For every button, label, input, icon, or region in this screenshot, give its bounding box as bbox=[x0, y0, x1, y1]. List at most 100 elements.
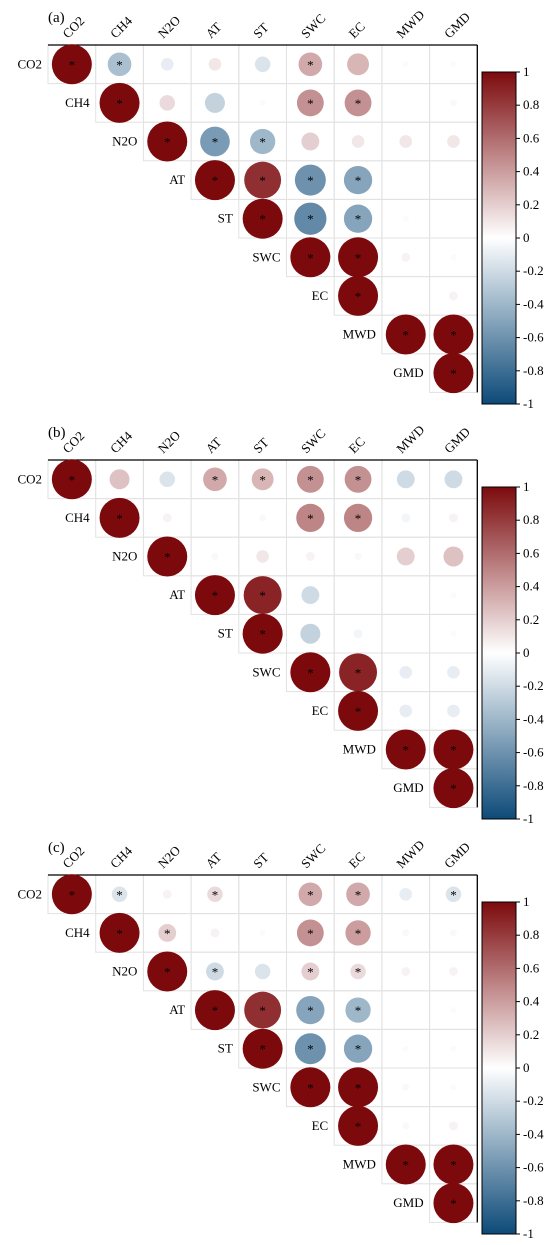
colorbar bbox=[481, 486, 517, 820]
correlation-circle bbox=[353, 629, 363, 639]
grid-cell bbox=[238, 874, 288, 915]
correlation-circle bbox=[294, 202, 327, 235]
significance-star: * bbox=[212, 1003, 219, 1018]
column-label: GMD bbox=[441, 424, 473, 456]
correlation-circle bbox=[338, 237, 379, 278]
correlation-circle bbox=[402, 929, 410, 937]
significance-star: * bbox=[69, 57, 76, 72]
colorbar-tick-label: -0.8 bbox=[523, 363, 544, 378]
colorbar-tick-label: -0.6 bbox=[523, 1160, 544, 1175]
column-label: MWD bbox=[393, 7, 427, 41]
significance-star: * bbox=[69, 887, 76, 902]
correlation-circle bbox=[242, 198, 283, 239]
correlation-circle bbox=[449, 99, 457, 107]
correlation-circle bbox=[254, 56, 271, 73]
significance-star: * bbox=[355, 926, 362, 941]
column-label: SWC bbox=[298, 11, 329, 42]
significance-star: * bbox=[355, 511, 362, 526]
correlation-circle bbox=[294, 1033, 326, 1065]
colorbar-tick-label: 0 bbox=[523, 645, 530, 660]
colorbar-tick-label: -1 bbox=[523, 1226, 534, 1241]
correlation-circle bbox=[203, 467, 227, 492]
correlation-circle bbox=[338, 275, 379, 316]
significance-star: * bbox=[164, 926, 171, 941]
colorbar-tick-label: -0.8 bbox=[523, 1193, 544, 1208]
correlation-circle bbox=[396, 470, 415, 489]
significance-star: * bbox=[164, 965, 171, 980]
correlation-circle bbox=[433, 314, 474, 355]
colorbar-tick-label: 1 bbox=[523, 894, 530, 909]
significance-star: * bbox=[307, 665, 314, 680]
correlation-circle bbox=[343, 503, 373, 533]
correlation-panel-2: (b)CO2 CH4 N2O AT ST SWC EC MWD GMDCO2CH4N2OATST… bbox=[17, 422, 544, 826]
row-label: EC bbox=[312, 288, 329, 303]
row-label: CH4 bbox=[65, 95, 90, 110]
significance-star: * bbox=[69, 472, 76, 487]
row-label: GMD bbox=[393, 365, 423, 380]
colorbar-tick-label: 1 bbox=[523, 64, 530, 79]
colorbar-tick-label: 0.4 bbox=[523, 164, 540, 179]
significance-star: * bbox=[259, 135, 266, 150]
significance-star: * bbox=[212, 965, 219, 980]
correlation-circle bbox=[147, 536, 188, 577]
correlation-circle bbox=[345, 920, 371, 946]
correlation-circle bbox=[344, 89, 372, 117]
colorbar-tick-label: -0.4 bbox=[523, 296, 544, 311]
row-label: CO2 bbox=[17, 886, 42, 901]
correlation-circle bbox=[296, 995, 325, 1025]
colorbar-tick-label: 0.8 bbox=[523, 927, 539, 942]
column-label: MWD bbox=[393, 837, 427, 871]
correlation-circle bbox=[433, 353, 474, 394]
column-label: AT bbox=[202, 19, 224, 41]
significance-star: * bbox=[116, 926, 123, 941]
colorbar-tick-label: 0 bbox=[523, 230, 530, 245]
correlation-circle bbox=[450, 61, 457, 68]
correlation-circle bbox=[344, 465, 372, 493]
significance-star: * bbox=[307, 250, 314, 265]
correlation-circle bbox=[194, 575, 235, 616]
significance-star: * bbox=[259, 1003, 266, 1018]
row-label: N2O bbox=[112, 134, 137, 149]
correlation-circle bbox=[445, 886, 462, 903]
significance-star: * bbox=[450, 781, 457, 796]
correlation-circle bbox=[338, 1067, 379, 1108]
colorbar-tick-label: -0.4 bbox=[523, 1126, 544, 1141]
column-label: GMD bbox=[441, 839, 473, 871]
row-label: GMD bbox=[393, 1195, 423, 1210]
significance-star: * bbox=[403, 328, 410, 343]
correlation-circle bbox=[296, 89, 324, 117]
correlation-circle bbox=[256, 550, 269, 563]
correlation-circle bbox=[385, 314, 426, 355]
correlation-circle bbox=[298, 52, 323, 77]
correlation-circle bbox=[396, 547, 415, 566]
correlation-circle bbox=[301, 962, 320, 981]
correlation-circle bbox=[259, 99, 266, 106]
correlation-circle bbox=[210, 928, 220, 938]
correlation-circle bbox=[208, 57, 222, 71]
colorbar-tick-label: -0.6 bbox=[523, 330, 544, 345]
correlation-circle bbox=[399, 665, 413, 679]
correlation-circle bbox=[338, 690, 379, 731]
correlation-circle bbox=[305, 552, 315, 561]
significance-star: * bbox=[116, 57, 123, 72]
correlation-circle bbox=[343, 165, 373, 195]
significance-star: * bbox=[212, 588, 219, 603]
correlation-circle bbox=[158, 923, 177, 942]
correlation-circle bbox=[343, 204, 373, 233]
significance-star: * bbox=[307, 1003, 314, 1018]
correlation-circle bbox=[402, 1083, 410, 1091]
colorbar-tick-label: 0.2 bbox=[523, 1027, 539, 1042]
significance-star: * bbox=[355, 1080, 362, 1095]
correlation-circle bbox=[294, 164, 326, 196]
correlation-circle bbox=[200, 126, 230, 157]
grid-cell bbox=[381, 575, 431, 615]
significance-star: * bbox=[355, 965, 362, 980]
significance-star: * bbox=[307, 1080, 314, 1095]
correlation-circle bbox=[51, 459, 92, 500]
correlation-circle bbox=[345, 997, 371, 1023]
correlation-circle bbox=[447, 135, 460, 148]
colorbar-tick-label: 0 bbox=[523, 1060, 530, 1075]
correlation-circle bbox=[433, 1144, 474, 1185]
colorbar-tick-label: 0.4 bbox=[523, 994, 540, 1009]
colorbar-tick-label: -0.6 bbox=[523, 745, 544, 760]
